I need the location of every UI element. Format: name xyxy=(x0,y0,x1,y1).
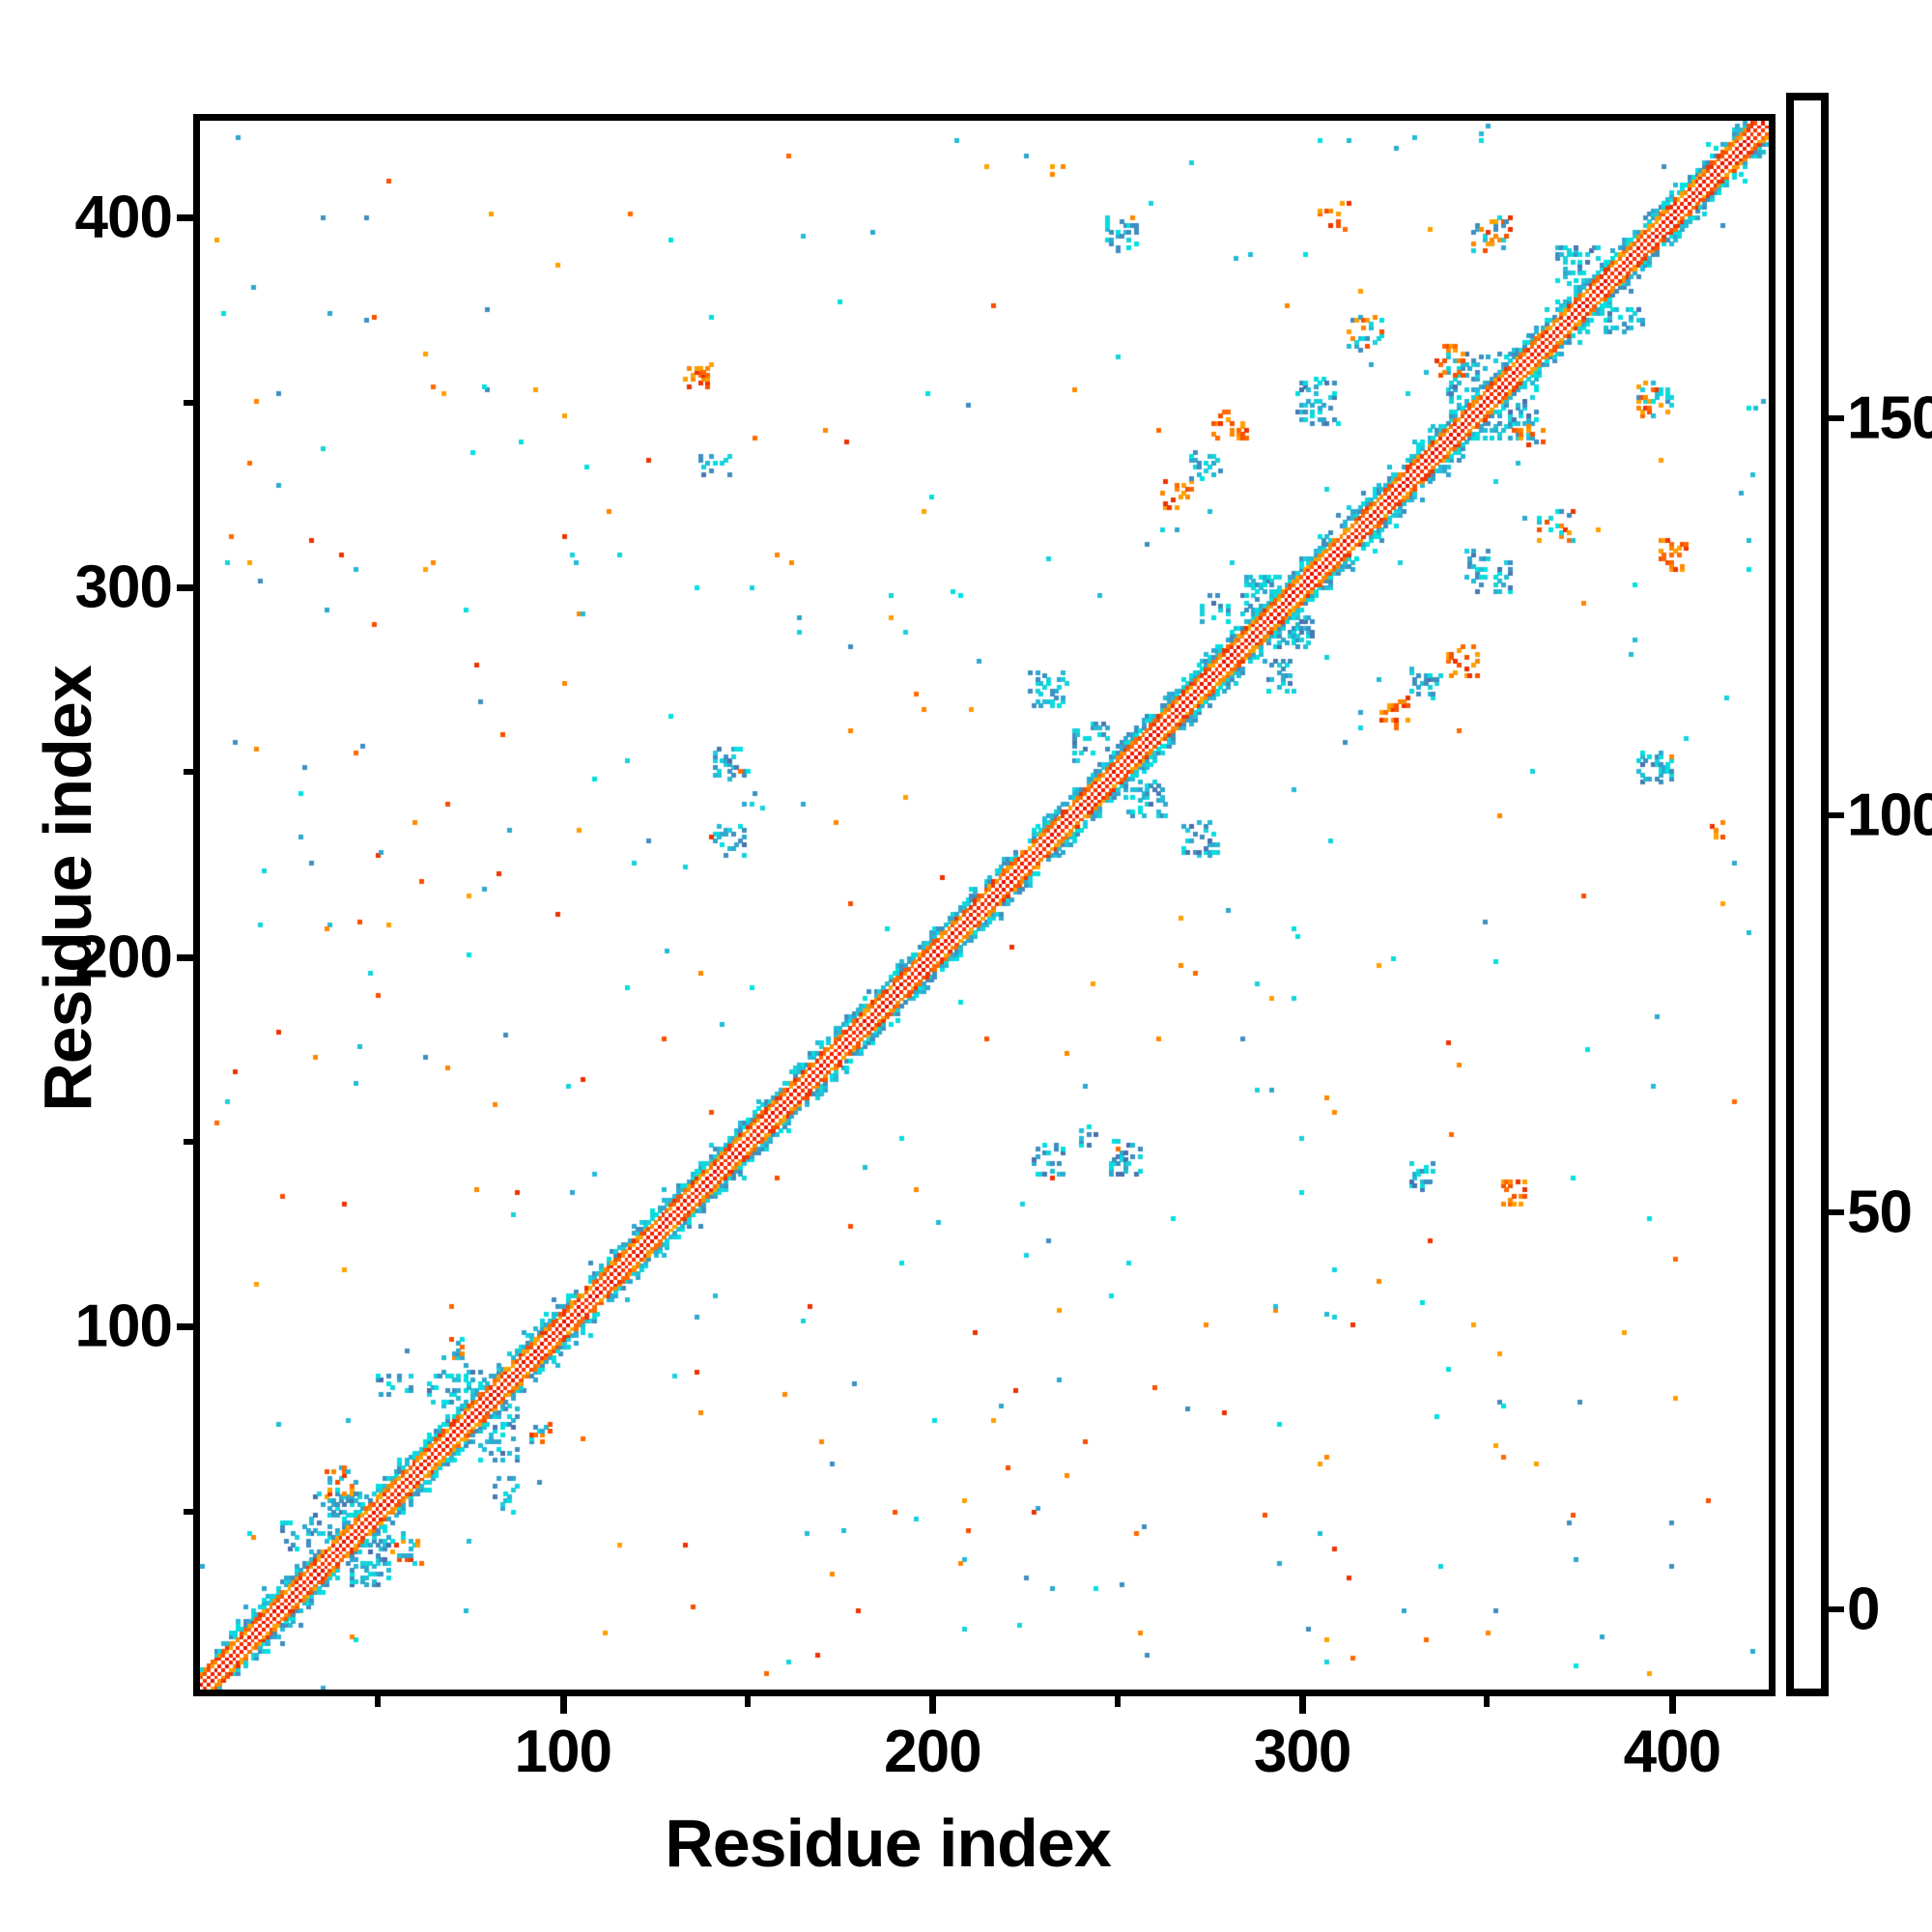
y-tick-label-300: 300 xyxy=(74,554,173,621)
y-tick-label-100: 100 xyxy=(74,1293,173,1360)
colorbar-tick-label-50: 50 xyxy=(1847,1179,1913,1246)
colorbar-tick-0 xyxy=(1829,1605,1844,1612)
x-tick-400 xyxy=(1668,1696,1676,1714)
x-tick-label-300: 300 xyxy=(1253,1719,1351,1785)
colorbar-tick-label-150: 150 xyxy=(1847,384,1932,452)
colorbar-tick-150 xyxy=(1829,414,1844,421)
y-tick-400 xyxy=(177,214,194,222)
x-tick-label-100: 100 xyxy=(514,1719,611,1785)
y-axis-title: Residue index xyxy=(30,666,105,1112)
y-tick-label-400: 400 xyxy=(74,184,173,251)
y-minor-tick-250 xyxy=(184,769,194,776)
y-tick-300 xyxy=(177,583,194,591)
colorbar-tick-100 xyxy=(1829,811,1844,818)
y-tick-200 xyxy=(177,953,194,961)
y-tick-100 xyxy=(177,1323,194,1331)
x-tick-300 xyxy=(1299,1696,1307,1714)
y-minor-tick-350 xyxy=(184,399,194,406)
x-minor-tick-250 xyxy=(1114,1696,1121,1707)
x-tick-100 xyxy=(559,1696,567,1714)
x-tick-label-200: 200 xyxy=(884,1719,981,1785)
x-minor-tick-350 xyxy=(1484,1696,1491,1707)
y-minor-tick-150 xyxy=(184,1138,194,1145)
contact-map-canvas xyxy=(200,121,1769,1690)
colorbar-tick-50 xyxy=(1829,1208,1844,1215)
contact-map-plot-area xyxy=(193,114,1776,1696)
x-minor-tick-50 xyxy=(375,1696,382,1707)
x-tick-200 xyxy=(929,1696,937,1714)
colorbar-border xyxy=(1786,93,1829,1696)
y-tick-label-200: 200 xyxy=(74,923,173,991)
x-tick-label-400: 400 xyxy=(1623,1719,1721,1785)
colorbar xyxy=(1786,93,1829,1696)
x-minor-tick-150 xyxy=(745,1696,752,1707)
y-minor-tick-50 xyxy=(184,1508,194,1515)
colorbar-tick-label-100: 100 xyxy=(1847,781,1932,849)
colorbar-tick-label-0: 0 xyxy=(1847,1576,1880,1643)
x-axis-title: Residue index xyxy=(665,1805,1112,1881)
